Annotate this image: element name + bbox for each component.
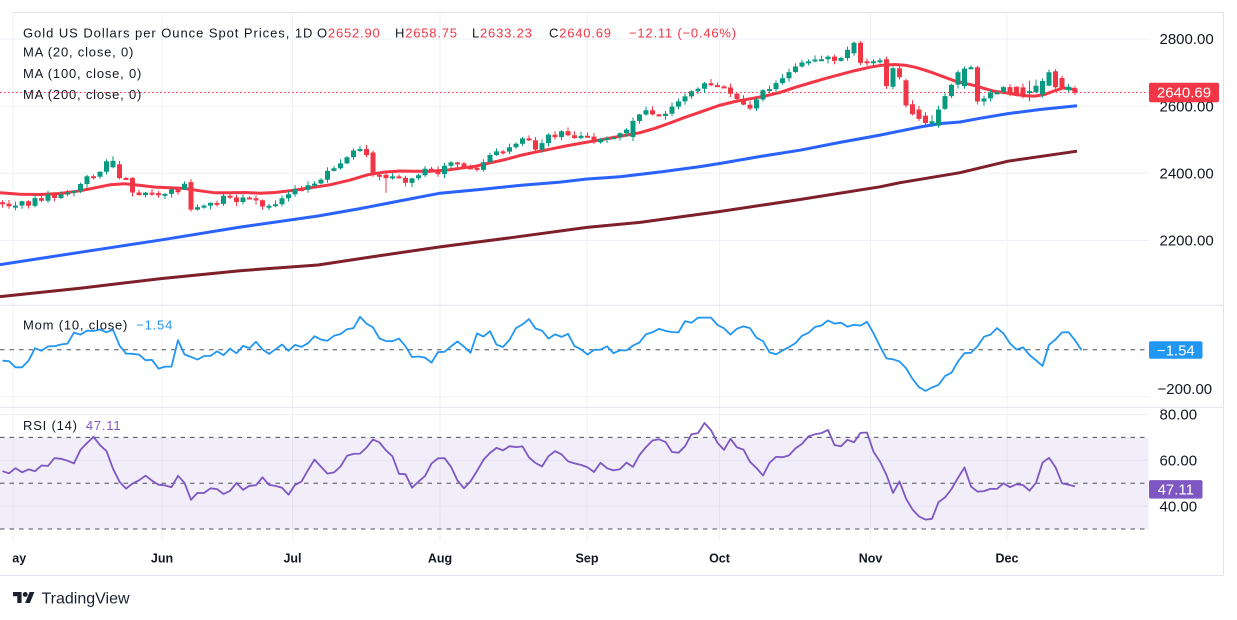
svg-text:H2658.75: H2658.75: [395, 26, 458, 41]
svg-text:80.00: 80.00: [1160, 407, 1198, 424]
svg-text:−200.00: −200.00: [1158, 381, 1213, 398]
svg-text:2800.00: 2800.00: [1160, 31, 1214, 48]
svg-text:2600.00: 2600.00: [1160, 98, 1214, 115]
svg-text:L2633.23: L2633.23: [472, 26, 533, 41]
svg-text:TradingView: TradingView: [42, 591, 130, 608]
svg-text:2400.00: 2400.00: [1160, 166, 1214, 183]
svg-text:−1.54: −1.54: [1157, 342, 1195, 359]
svg-text:MA (20, close, 0): MA (20, close, 0): [23, 45, 134, 60]
svg-text:2640.69: 2640.69: [1157, 85, 1211, 102]
svg-text:Aug: Aug: [428, 552, 452, 566]
svg-text:Jun: Jun: [151, 552, 173, 566]
svg-text:Gold US Dollars per Ounce Spot: Gold US Dollars per Ounce Spot Prices, 1…: [23, 26, 313, 41]
svg-text:O2652.90: O2652.90: [317, 26, 381, 41]
svg-text:60.00: 60.00: [1160, 453, 1198, 470]
svg-text:MA (200, close, 0): MA (200, close, 0): [23, 87, 142, 102]
svg-text:MA (100, close, 0): MA (100, close, 0): [23, 66, 142, 81]
svg-text:2200.00: 2200.00: [1160, 233, 1214, 250]
svg-text:40.00: 40.00: [1160, 498, 1198, 515]
svg-text:Sep: Sep: [576, 552, 599, 566]
svg-text:Nov: Nov: [859, 552, 883, 566]
svg-text:Jul: Jul: [283, 552, 301, 566]
svg-text:47.11: 47.11: [1158, 482, 1194, 499]
svg-text:ay: ay: [12, 552, 26, 566]
svg-text:Mom (10, close)−1.54: Mom (10, close) −1.54: [23, 318, 173, 333]
svg-text:Dec: Dec: [996, 552, 1019, 566]
svg-text:−12.11 (−0.46%): −12.11 (−0.46%): [629, 26, 737, 41]
svg-text:RSI (14)47.11: RSI (14) 47.11: [23, 418, 121, 433]
svg-text:Oct: Oct: [709, 552, 731, 566]
svg-text:C2640.69: C2640.69: [549, 26, 612, 41]
